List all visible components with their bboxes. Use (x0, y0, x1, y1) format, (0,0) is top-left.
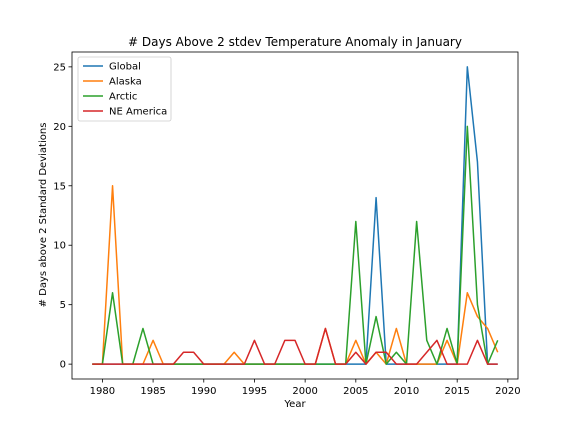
x-tick-label: 2015 (444, 386, 469, 397)
x-tick-label: 1995 (242, 386, 267, 397)
y-tick-label: 15 (53, 181, 66, 192)
x-tick-label: 2005 (343, 386, 368, 397)
x-tick-label: 2020 (495, 386, 520, 397)
series-line-ne-america (92, 327, 498, 365)
y-tick-label: 20 (53, 122, 66, 133)
x-tick-label: 1980 (90, 386, 115, 397)
x-axis-ticks: 1980 1985 1990 1995 2000 2005 2010 2015 2020 (90, 379, 521, 397)
x-tick-label: 1985 (140, 386, 165, 397)
y-tick-label: 0 (60, 360, 66, 371)
legend-label-global: Global (109, 62, 141, 73)
chart-title: # Days Above 2 stdev Temperature Anomaly… (128, 35, 462, 49)
y-axis-label: # Days above 2 Standard Deviations (38, 123, 49, 308)
y-tick-label: 5 (60, 300, 66, 311)
series-layer (92, 66, 499, 365)
series-line-arctic (92, 125, 499, 365)
y-tick-label: 10 (53, 241, 66, 252)
x-tick-label: 1990 (191, 386, 216, 397)
legend-label-ne-america: NE America (109, 107, 167, 118)
y-tick-label: 25 (53, 62, 66, 73)
x-tick-label: 2010 (394, 386, 419, 397)
x-tick-label: 2000 (292, 386, 317, 397)
legend-label-alaska: Alaska (109, 77, 142, 88)
legend-label-arctic: Arctic (109, 92, 137, 103)
series-line-alaska (92, 185, 499, 365)
plot-frame (71, 51, 519, 380)
y-axis-ticks: 0 5 10 15 20 25 (53, 62, 72, 371)
legend-box (77, 56, 172, 122)
x-axis-label: Year (283, 399, 306, 410)
legend: Global Alaska Arctic NE America (77, 56, 172, 122)
